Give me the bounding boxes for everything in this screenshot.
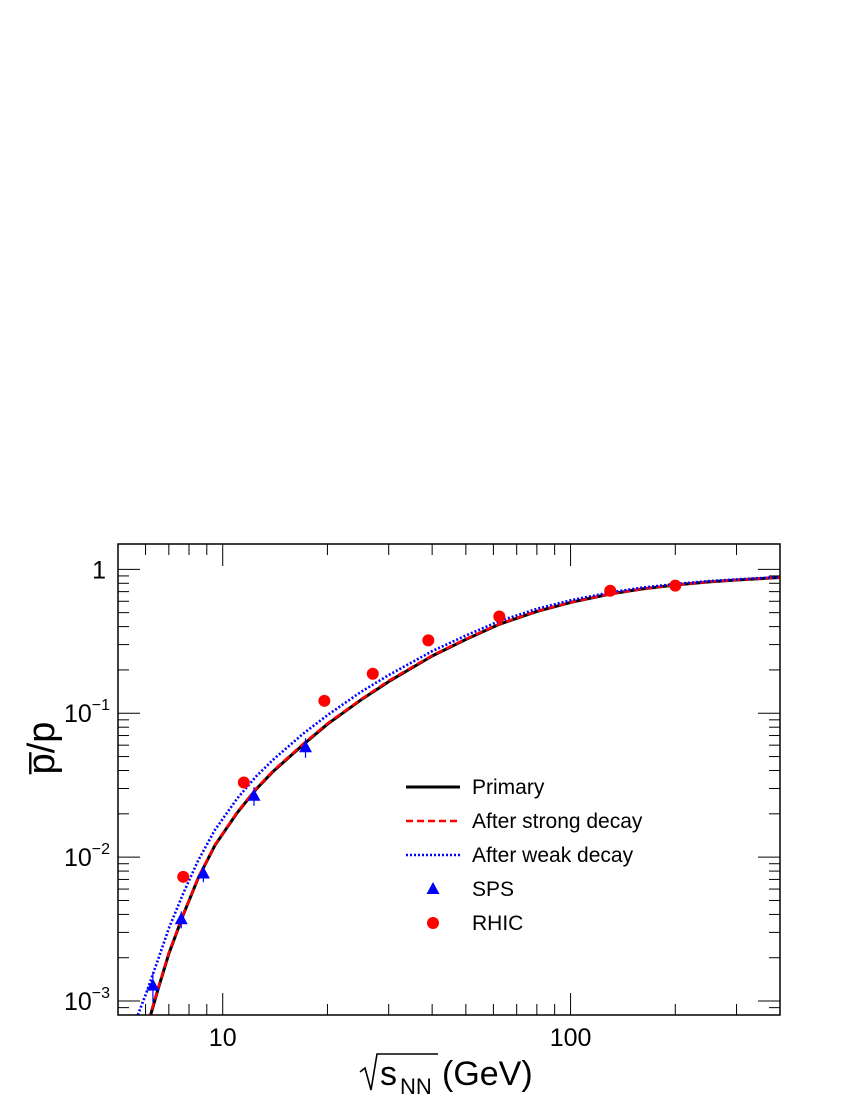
sps-point (247, 788, 261, 801)
x-axis-label-radicand: s (380, 1055, 397, 1093)
axis-ticks (117, 544, 781, 1016)
series-line-after-strong-decay (148, 576, 780, 1015)
y-tick-label: 10−1 (64, 697, 110, 728)
plot-markers (146, 579, 682, 1003)
x-tick-label: 100 (550, 1024, 592, 1052)
y-tick-label: 10−3 (64, 985, 110, 1016)
sps-point (174, 912, 188, 925)
legend: Primary After strong decay After weak deca… (406, 776, 643, 935)
series-line-after-weak-decay (136, 575, 780, 1015)
rhic-point (366, 667, 379, 680)
sps-point (146, 978, 160, 991)
rhic-point (493, 610, 506, 623)
y-tick-label: 10−2 (64, 841, 110, 872)
legend-item-after-strong-decay: After strong decay (406, 810, 643, 833)
legend-label: After strong decay (472, 810, 643, 833)
axis-tick-labels: 10 100 10−3 10−2 10−1 1 (64, 556, 591, 1052)
x-axis-label-subscript: NN (400, 1074, 432, 1099)
plot-series (136, 575, 780, 1015)
legend-item-rhic: RHIC (427, 912, 523, 935)
y-axis-label-text: p̅/p (21, 722, 63, 776)
legend-label: After weak decay (472, 844, 634, 867)
legend-item-after-weak-decay: After weak decay (406, 844, 634, 867)
legend-label: Primary (472, 776, 545, 799)
rhic-point (604, 584, 617, 597)
rhic-point (422, 634, 435, 647)
legend-marker (426, 882, 440, 894)
rhic-point (318, 694, 331, 707)
plot-frame (117, 543, 781, 1016)
legend-item-sps: SPS (426, 878, 514, 901)
legend-label: SPS (472, 878, 514, 901)
rhic-point (237, 776, 250, 789)
legend-item-primary: Primary (406, 776, 545, 799)
y-tick-label: 1 (92, 556, 106, 584)
rhic-point (669, 579, 682, 592)
x-axis-label-unit: (GeV) (442, 1055, 533, 1093)
sps-point (299, 740, 313, 753)
legend-marker (427, 917, 439, 929)
x-axis-label: s NN (GeV) (359, 1053, 533, 1099)
y-axis-label: p̅/p (21, 722, 63, 776)
series-line-primary (149, 576, 780, 1015)
rhic-point (177, 870, 190, 883)
x-tick-label: 10 (209, 1024, 237, 1052)
radical-sign (359, 1053, 438, 1091)
legend-label: RHIC (472, 912, 523, 935)
sps-point (196, 866, 210, 879)
